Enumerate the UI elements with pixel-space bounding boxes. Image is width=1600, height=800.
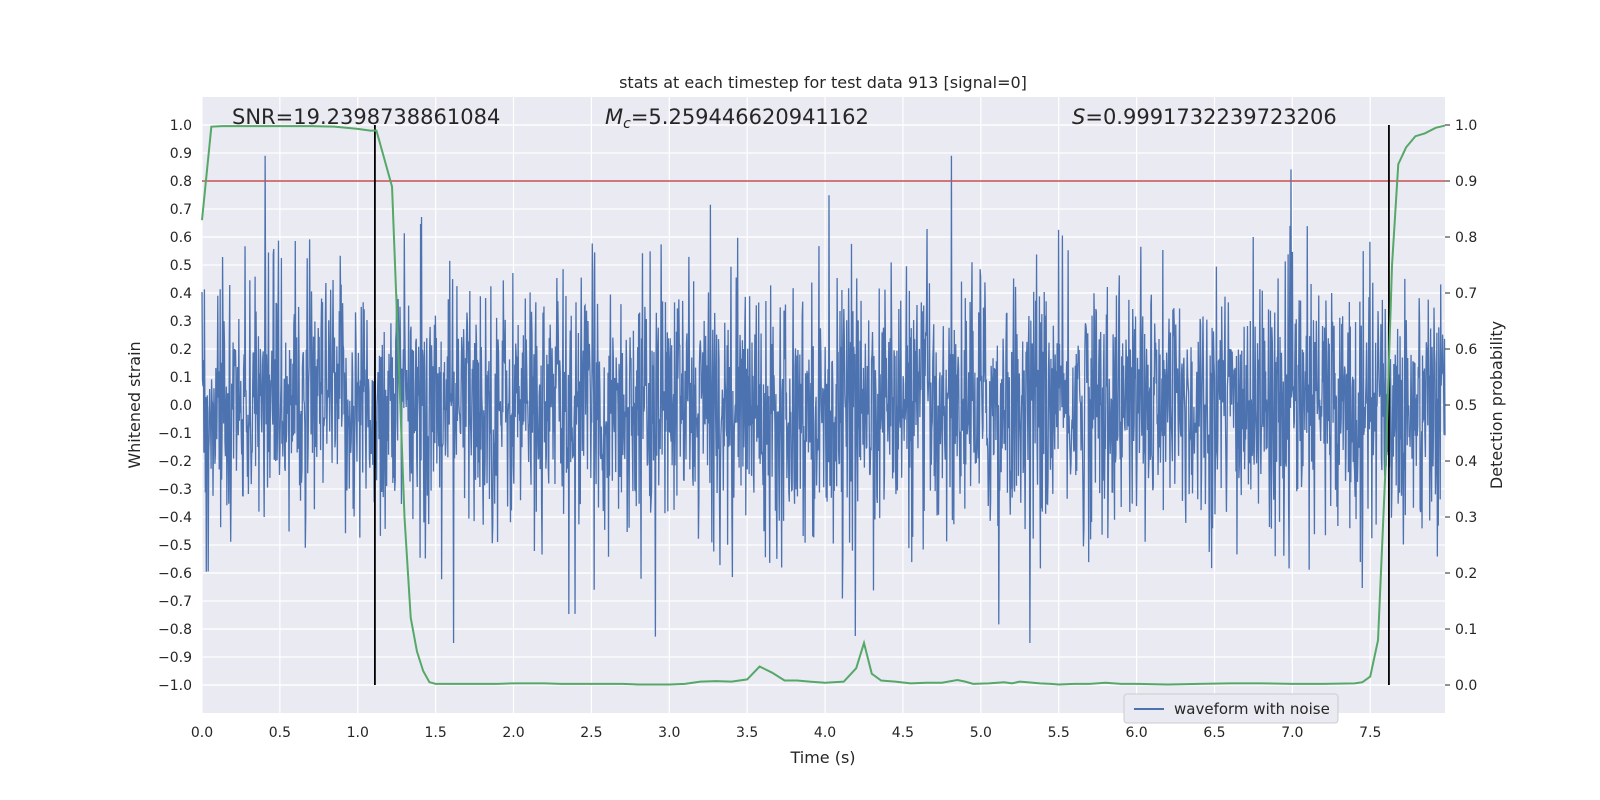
y-tick-label-left: −0.1 — [158, 426, 192, 442]
legend: waveform with noise — [1123, 693, 1339, 724]
mc-annotation: Mc=5.259446620941162 — [605, 105, 869, 132]
x-tick-label: 0.5 — [269, 725, 291, 741]
s-value: =0.9991732239723206 — [1085, 105, 1336, 129]
y-tick-label-left: 0.0 — [170, 398, 192, 414]
y-ticks-right: 1.0 0.9 0.8 0.7 0.6 0.5 0.4 0.3 0.2 0.1 0.0 — [1445, 118, 1477, 694]
y-tick-label-left: 0.5 — [170, 258, 192, 274]
waveform-series — [201, 155, 1446, 644]
y-tick-label-left: −0.2 — [158, 454, 192, 470]
y-tick-label-left: 0.7 — [170, 202, 192, 218]
x-tick-label: 2.5 — [580, 725, 602, 741]
y-tick-label-left: −0.3 — [158, 482, 192, 498]
snr-annotation: SNR=19.2398738861084 — [232, 105, 500, 129]
mc-symbol: M — [605, 105, 623, 129]
y-tick-label-right: 0.5 — [1455, 398, 1477, 414]
x-tick-label: 3.5 — [736, 725, 758, 741]
x-tick-label: 3.0 — [658, 725, 680, 741]
y-tick-label-left: 1.0 — [170, 118, 192, 134]
x-tick-label: 1.0 — [347, 725, 369, 741]
y-tick-label-right: 0.7 — [1455, 286, 1477, 302]
y-tick-label-right: 0.9 — [1455, 174, 1477, 190]
x-tick-label: 5.0 — [970, 725, 992, 741]
y-axis-title-right: Detection probability — [1487, 321, 1506, 489]
y-tick-label-left: −0.4 — [158, 510, 192, 526]
s-annotation: S=0.9991732239723206 — [1072, 105, 1337, 129]
x-axis-title: Time (s) — [789, 748, 855, 767]
chart-title: stats at each timestep for test data 913… — [619, 73, 1027, 92]
y-tick-label-right: 0.1 — [1455, 622, 1477, 638]
y-tick-label-left: 0.9 — [170, 146, 192, 162]
y-ticks-left: 1.0 0.9 0.8 0.7 0.6 0.5 0.4 0.3 0.2 0.1 0.0 −0.1 −0.… — [158, 118, 192, 694]
x-tick-label: 7.0 — [1281, 725, 1303, 741]
mc-value: =5.259446620941162 — [631, 105, 869, 129]
y-tick-label-left: 0.8 — [170, 174, 192, 190]
x-tick-label: 2.0 — [502, 725, 524, 741]
y-tick-label-right: 0.6 — [1455, 342, 1477, 358]
x-tick-label: 5.5 — [1048, 725, 1070, 741]
x-tick-label: 6.5 — [1203, 725, 1225, 741]
legend-box — [1123, 693, 1339, 724]
y-tick-label-right: 0.0 — [1455, 678, 1477, 694]
y-tick-label-left: −0.6 — [158, 566, 192, 582]
x-tick-label: 4.5 — [892, 725, 914, 741]
x-tick-label: 7.5 — [1359, 725, 1381, 741]
y-tick-label-right: 0.2 — [1455, 566, 1477, 582]
y-tick-label-left: 0.1 — [170, 370, 192, 386]
probability-series-line — [201, 124, 1446, 686]
y-tick-label-left: 0.4 — [170, 286, 192, 302]
y-tick-label-right: 0.8 — [1455, 230, 1477, 246]
y-tick-label-right: 0.3 — [1455, 510, 1477, 526]
x-tick-label: 6.0 — [1125, 725, 1147, 741]
x-tick-label: 4.0 — [814, 725, 836, 741]
x-tick-label: 0.0 — [191, 725, 213, 741]
y-tick-label-right: 1.0 — [1455, 118, 1477, 134]
x-tick-label: 1.5 — [425, 725, 447, 741]
s-symbol: S — [1072, 105, 1085, 129]
y-axis-title-left: Whitened strain — [125, 341, 144, 468]
y-tick-label-left: 0.6 — [170, 230, 192, 246]
mc-subscript: c — [623, 116, 631, 132]
x-ticks: 0.0 0.5 1.0 1.5 2.0 2.5 3.0 3.5 4.0 4.5 5.0 5.5 6.0 6… — [191, 725, 1381, 741]
y-tick-label-left: 0.2 — [170, 342, 192, 358]
y-tick-label-left: −0.8 — [158, 622, 192, 638]
y-tick-label-left: −0.7 — [158, 594, 192, 610]
y-tick-label-left: 0.3 — [170, 314, 192, 330]
waveform-path — [201, 155, 1446, 644]
y-tick-label-right: 0.4 — [1455, 454, 1477, 470]
legend-label: waveform with noise — [1174, 700, 1330, 718]
y-tick-label-left: −1.0 — [158, 678, 192, 694]
y-tick-label-left: −0.5 — [158, 538, 192, 554]
y-tick-label-left: −0.9 — [158, 650, 192, 666]
vertical-markers — [373, 125, 1390, 685]
